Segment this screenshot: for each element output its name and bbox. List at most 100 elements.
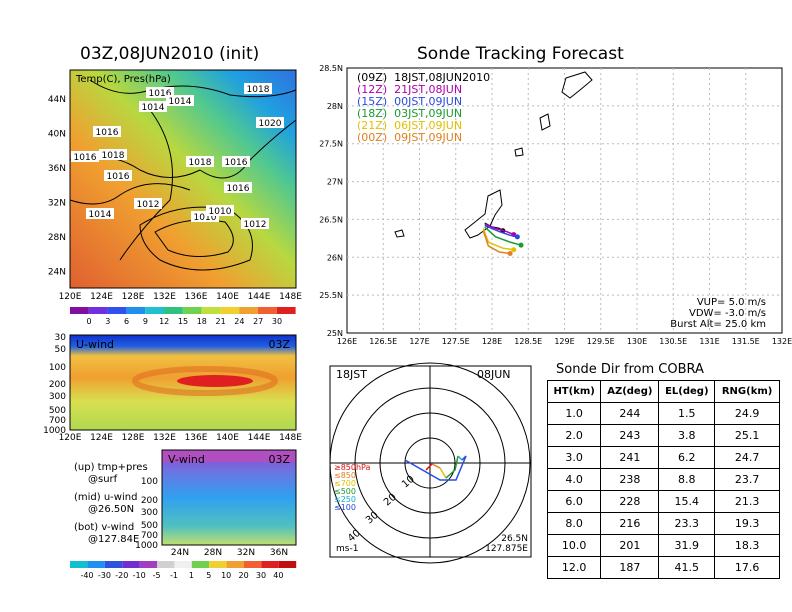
vwind-lat-label: 36N	[270, 548, 288, 558]
track-line	[484, 223, 515, 236]
map-lat-label: 24N	[48, 268, 66, 278]
coastline	[394, 71, 593, 239]
uwind-pressure-label: 700	[49, 416, 66, 426]
track-end-point	[511, 247, 517, 253]
temp-scale-label: 6	[124, 317, 129, 326]
isobar-label: 1014	[169, 97, 192, 107]
isobar-label: 1012	[244, 220, 267, 230]
tracking-lat-label: 25.5N	[319, 291, 343, 300]
tracking-legend-item: (09Z) 18JST,08JUN2010	[357, 71, 491, 84]
wind-colorbar-swatch	[87, 561, 105, 568]
vwind-time: 03Z	[268, 453, 290, 466]
uwind-pressure-label: 1000	[43, 426, 66, 436]
table-cell: 15.4	[658, 490, 716, 513]
isobar-label: 1016	[107, 172, 130, 182]
isobar-label: 1016	[149, 89, 172, 99]
track-end-point	[514, 234, 520, 240]
isobar-label-bg	[222, 156, 250, 167]
wind-colorbar-swatch	[191, 561, 210, 568]
legend-up-sub: @surf	[88, 474, 118, 485]
table-cell: 4.0	[546, 468, 602, 491]
isobar-label: 1018	[247, 85, 270, 95]
table-cell: 12.0	[546, 556, 602, 579]
temp-colorbar-swatch	[220, 307, 240, 314]
legend-bot: (bot) v-wind	[74, 522, 135, 533]
wind-scale-label: 20	[239, 571, 249, 580]
isobar-label: 1012	[137, 200, 160, 210]
tracking-lon-label: 128.5E	[514, 337, 542, 346]
table-cell: 228	[600, 490, 660, 513]
polar-level-legend: ≥850hPa ≤850 ≤700 ≤500 ≤250 ≤100	[334, 464, 370, 512]
table-row: 2.0 243 3.8 25.1	[546, 424, 780, 447]
tracking-legend-item: (00Z) 09JST,09JUN	[357, 131, 463, 144]
wind-scale-label: -5	[153, 571, 161, 580]
tracking-lon-label: 126E	[337, 337, 357, 346]
legend-bot-sub: @127.84E	[88, 534, 140, 545]
map-lat-ticks: 44N 40N 36N 32N 28N 24N	[48, 95, 66, 278]
legend-mid-sub: @26.50N	[88, 504, 135, 515]
table-cell: 24.9	[714, 402, 780, 425]
table-cell: 31.9	[658, 534, 716, 557]
sonde-table-header: HT(km)	[546, 380, 602, 403]
temp-colorbar: 0 3 6 9 12 15 18 21 24 27 30	[70, 307, 296, 326]
tracking-legend-item: (15Z) 00JST,09JUN	[357, 95, 463, 108]
tracking-lat-label: 26N	[327, 253, 343, 262]
map-lon-ticks: 120E 124E 128E 132E 136E 140E 144E 148E	[59, 292, 303, 302]
isobar-label-bg	[224, 182, 252, 193]
tracking-lon-label: 129.5E	[587, 337, 615, 346]
isobar-label: 1014	[142, 103, 165, 113]
vwind-pressure-label: 500	[141, 521, 158, 531]
vwind-panel	[162, 450, 296, 545]
tracking-legend: (09Z) 18JST,08JUN2010 (12Z) 21JST,08JUN (1…	[357, 72, 490, 144]
wind-colorbar-swatch	[209, 561, 227, 568]
table-cell: 216	[600, 512, 660, 535]
temp-colorbar-swatch	[88, 307, 108, 314]
polar-level-item: ≥850hPa	[334, 463, 371, 472]
uwind-lon-ticks: 120E 124E 128E 132E 136E 140E 144E 148E	[59, 433, 303, 443]
temp-colorbar-swatch	[201, 307, 221, 314]
uwind-lon-label: 140E	[216, 433, 239, 443]
isobar-label-bg	[104, 170, 132, 181]
isobar-label-bg	[191, 211, 219, 222]
temp-colorbar-swatch	[258, 307, 277, 314]
table-cell: 19.3	[714, 512, 780, 535]
uwind-pressure-label: 30	[55, 333, 67, 343]
wind-scale-label: 10	[221, 571, 231, 580]
table-cell: 25.1	[714, 424, 780, 447]
track-line	[484, 224, 518, 238]
table-cell: 1.0	[546, 402, 602, 425]
uwind-pressure-label: 500	[49, 406, 66, 416]
table-cell: 23.7	[714, 468, 780, 491]
tracking-lat-label: 25N	[327, 329, 343, 338]
isobar-label: 1020	[259, 119, 282, 129]
wind-scale-label: 1	[189, 571, 194, 580]
vwind-pressure-label: 1000	[135, 541, 158, 551]
wind-scale-label: 40	[273, 571, 283, 580]
track-line	[482, 228, 514, 251]
map-lon-label: 140E	[216, 292, 239, 302]
tracking-lat-label: 27N	[327, 178, 343, 187]
map-lat-label: 44N	[48, 95, 66, 105]
isobar-label-bg	[139, 101, 167, 112]
map-title: 03Z,08JUN2010 (init)	[80, 44, 260, 64]
tracking-legend-item: (18Z) 03JST,09JUN	[357, 107, 463, 120]
sonde-table-header: EL(deg)	[658, 380, 716, 403]
legend-mid: (mid) u-wind	[74, 492, 138, 503]
table-cell: 201	[600, 534, 660, 557]
isobar-label-bg	[206, 205, 234, 216]
table-row: 4.0 238 8.8 23.7	[546, 468, 780, 491]
table-cell: 8.8	[658, 468, 716, 491]
vwind-label: V-wind	[168, 453, 205, 466]
vwind-pressure-label: 300	[141, 508, 158, 518]
table-cell: 41.5	[658, 556, 716, 579]
tracking-lon-label: 126.5E	[369, 337, 397, 346]
isobar-label-bg	[93, 126, 121, 137]
temp-scale-label: 9	[143, 317, 148, 326]
temp-scale-label: 21	[216, 317, 226, 326]
map-lat-label: 28N	[48, 233, 66, 243]
isobar-label: 1016	[225, 158, 248, 168]
isobar-label-bg	[146, 87, 174, 98]
tracking-lat-label: 26.5N	[319, 215, 343, 224]
tracking-lon-ticks: 126E 126.5E 127E 127.5E 128E 128.5E 129E 129.5E…	[337, 337, 792, 346]
wind-colorbar-swatch	[244, 561, 262, 568]
